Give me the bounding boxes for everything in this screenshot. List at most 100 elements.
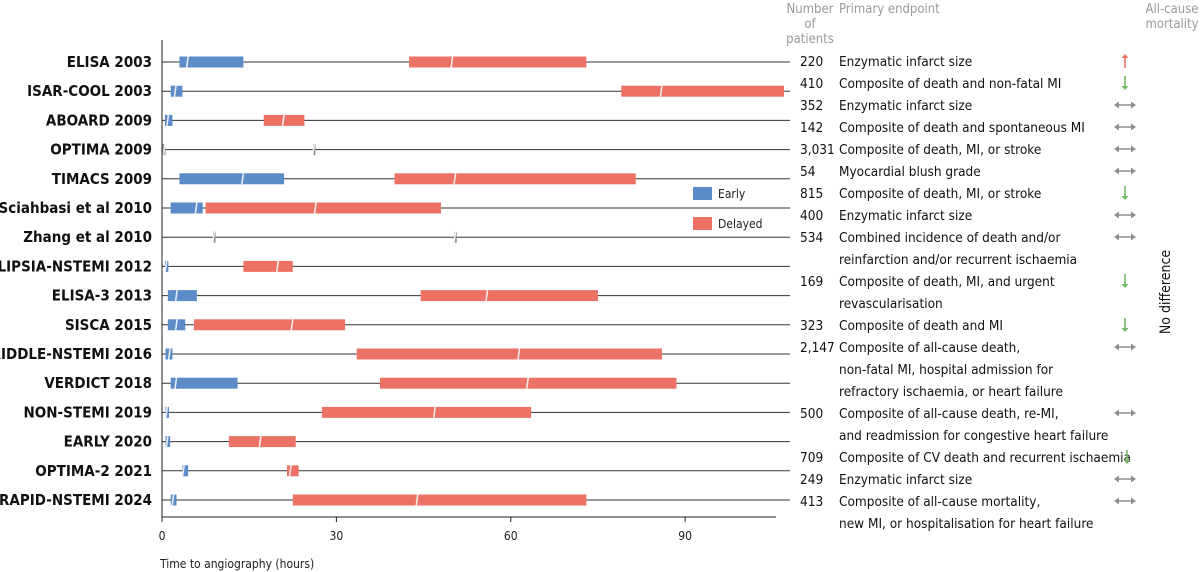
trial-row: ELISA 2003 bbox=[67, 53, 790, 71]
legend-label: Early bbox=[718, 187, 746, 201]
double-arrow-icon bbox=[1114, 343, 1136, 351]
delayed-bar bbox=[228, 436, 296, 448]
x-axis: 0 30 60 90 Time to angiography (hours) bbox=[159, 40, 776, 571]
legend-swatch bbox=[693, 217, 712, 230]
delayed-bar bbox=[205, 202, 442, 214]
early-median-tick bbox=[166, 114, 170, 127]
patients-cell: 352 bbox=[800, 98, 823, 114]
endpoint-cell: refractory ischaemia, or heart failure bbox=[839, 384, 1063, 400]
delayed-median-tick bbox=[415, 494, 419, 506]
patients-cell: 169 bbox=[800, 274, 823, 290]
delayed-median-tick bbox=[453, 173, 457, 185]
trial-row: OPTIMA-2 2021 bbox=[35, 462, 790, 480]
x-tick-label: 0 bbox=[159, 529, 166, 543]
patients-cell: 500 bbox=[800, 406, 823, 422]
table-row: 352 Enzymatic infarct size bbox=[800, 98, 1136, 114]
table-row: 709 Composite of CV death and recurrent i… bbox=[800, 450, 1131, 466]
double-arrow-icon bbox=[1114, 123, 1136, 131]
patients-cell: 142 bbox=[800, 120, 823, 136]
delayed-median-tick bbox=[453, 231, 457, 243]
delayed-median-tick bbox=[312, 143, 316, 156]
trial-row: EARLY 2020 bbox=[64, 433, 790, 451]
trial-row: LIPSIA-NSTEMI 2012 bbox=[0, 257, 790, 275]
patients-cell: 709 bbox=[800, 450, 823, 466]
early-median-tick bbox=[241, 173, 245, 185]
endpoint-cell: revascularisation bbox=[839, 296, 943, 312]
trial-row: ELISA-3 2013 bbox=[52, 287, 790, 305]
delayed-bar bbox=[420, 290, 598, 302]
trial-label: OPTIMA-2 2021 bbox=[35, 462, 152, 480]
trial-row: ISAR-COOL 2003 bbox=[27, 82, 790, 100]
arrow-down-icon bbox=[1121, 318, 1129, 332]
delayed-median-tick bbox=[525, 377, 530, 389]
patients-cell: 534 bbox=[800, 230, 823, 246]
table-row: 815 Composite of death, MI, or stroke bbox=[800, 186, 1129, 202]
endpoint-cell: non-fatal MI, hospital admission for bbox=[839, 362, 1053, 378]
patients-cell: 400 bbox=[800, 208, 823, 224]
trial-row: Sciahbasi et al 2010 bbox=[0, 199, 790, 217]
header-endpoint: Primary endpoint bbox=[839, 2, 940, 17]
trial-label: NON-STEMI 2019 bbox=[23, 403, 152, 421]
endpoint-cell: Combined incidence of death and/or bbox=[839, 230, 1060, 246]
x-tick-label: 30 bbox=[330, 529, 344, 543]
header-patients: of bbox=[804, 17, 816, 32]
endpoint-cell: Myocardial blush grade bbox=[839, 164, 981, 180]
early-median-tick bbox=[194, 202, 198, 214]
early-bar bbox=[182, 465, 189, 477]
plot-rows: ELISA 2003 ISAR-COOL 2003 ABOARD 2009 OPTIM… bbox=[0, 53, 790, 509]
delayed-median-tick bbox=[450, 56, 454, 68]
patients-cell: 249 bbox=[800, 472, 823, 488]
early-median-tick bbox=[171, 494, 175, 506]
delayed-median-tick bbox=[659, 85, 663, 97]
trial-label: RIDDLE-NSTEMI 2016 bbox=[0, 345, 152, 363]
early-bar bbox=[179, 56, 244, 68]
table-row: 169 Composite of death, MI, and urgent rev… bbox=[800, 274, 1129, 312]
delayed-bar bbox=[409, 56, 587, 68]
patients-cell: 323 bbox=[800, 318, 823, 334]
trial-row: NON-STEMI 2019 bbox=[23, 403, 790, 421]
trial-row: RIDDLE-NSTEMI 2016 bbox=[0, 345, 790, 363]
trial-row: ABOARD 2009 bbox=[46, 111, 790, 129]
table-row: 534 Combined incidence of death and/or rei… bbox=[800, 230, 1136, 268]
delayed-median-tick bbox=[313, 202, 317, 214]
x-tick-label: 60 bbox=[504, 529, 518, 543]
patients-cell: 54 bbox=[800, 164, 816, 180]
delayed-median-tick bbox=[517, 348, 521, 360]
table-row: 323 Composite of death and MI bbox=[800, 318, 1129, 334]
x-tick-label: 90 bbox=[678, 529, 692, 543]
trial-label: ISAR-COOL 2003 bbox=[27, 82, 152, 100]
trial-label: ELISA-3 2013 bbox=[52, 287, 152, 305]
endpoint-cell: Composite of all-cause death, re-MI, bbox=[839, 406, 1059, 422]
trial-label: ELISA 2003 bbox=[67, 53, 152, 71]
patients-cell: 220 bbox=[800, 54, 823, 70]
endpoint-cell: Enzymatic infarct size bbox=[839, 208, 972, 224]
delayed-bar bbox=[394, 173, 636, 185]
table-row: 413 Composite of all-cause mortality, new … bbox=[800, 494, 1136, 532]
early-median-tick bbox=[212, 231, 216, 243]
table-row: 500 Composite of all-cause death, re-MI, a… bbox=[800, 406, 1136, 444]
double-arrow-icon bbox=[1114, 497, 1136, 505]
x-axis-title: Time to angiography (hours) bbox=[159, 557, 314, 571]
double-arrow-icon bbox=[1114, 233, 1136, 241]
legend: Early Delayed bbox=[693, 187, 762, 231]
delayed-median-tick bbox=[290, 319, 294, 331]
early-median-tick bbox=[181, 465, 185, 477]
early-bar bbox=[170, 202, 203, 214]
endpoint-cell: Enzymatic infarct size bbox=[839, 98, 972, 114]
endpoint-cell: new MI, or hospitalisation for heart fai… bbox=[839, 516, 1094, 532]
endpoint-cell: Composite of death and non-fatal MI bbox=[839, 76, 1061, 92]
early-median-tick bbox=[174, 319, 178, 331]
arrow-down-icon bbox=[1121, 186, 1129, 200]
header-mortality: All-cause bbox=[1145, 2, 1198, 17]
table-body: 220 Enzymatic infarct size 410 Composite of… bbox=[800, 54, 1136, 532]
header-patients: patients bbox=[786, 32, 834, 47]
trial-label: RAPID-NSTEMI 2024 bbox=[0, 491, 152, 509]
endpoint-cell: Composite of all-cause death, bbox=[839, 340, 1020, 356]
delayed-median-tick bbox=[288, 465, 292, 477]
delayed-bar bbox=[292, 494, 587, 506]
table-row: 249 Enzymatic infarct size bbox=[800, 472, 1136, 488]
trial-label: TIMACS 2009 bbox=[52, 170, 152, 188]
delayed-median-tick bbox=[485, 289, 489, 302]
early-median-tick bbox=[174, 289, 178, 302]
delayed-median-tick bbox=[258, 435, 262, 448]
